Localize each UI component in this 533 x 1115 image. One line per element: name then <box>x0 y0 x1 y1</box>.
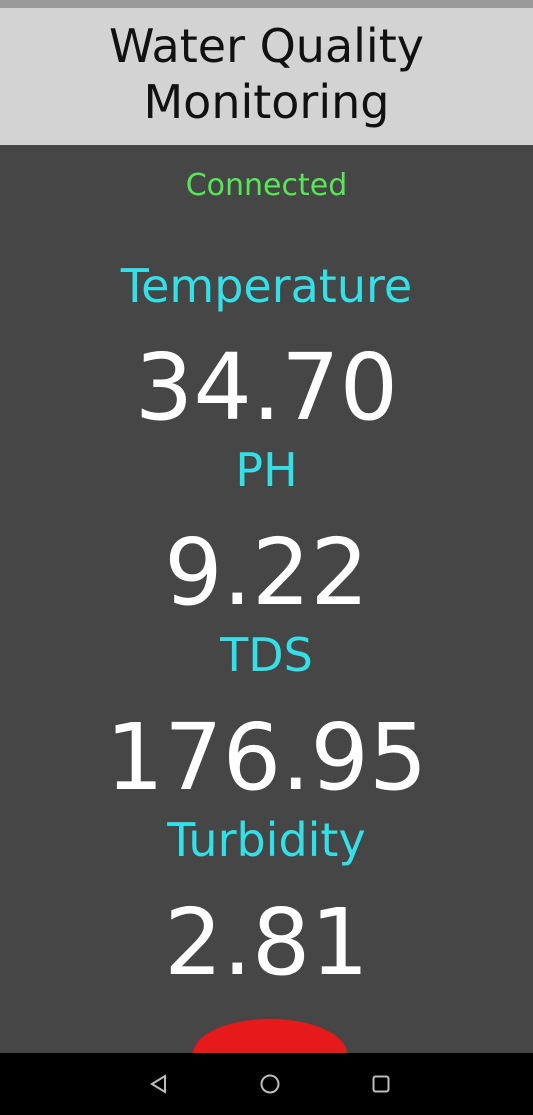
turbidity-value: 2.81 <box>164 889 369 996</box>
nav-back-button[interactable] <box>129 1053 189 1115</box>
page-title: Water Quality Monitoring <box>109 18 424 130</box>
temperature-label: Temperature <box>120 259 413 313</box>
nav-recents-button[interactable] <box>351 1053 411 1115</box>
turbidity-label: Turbidity <box>167 813 366 867</box>
temperature-value: 34.70 <box>134 334 399 441</box>
recents-square-icon <box>372 1075 390 1093</box>
system-nav-bar <box>0 1053 533 1115</box>
ph-label: PH <box>235 443 298 497</box>
title-line-1: Water Quality <box>109 18 424 73</box>
nav-home-button[interactable] <box>240 1053 300 1115</box>
title-line-2: Monitoring <box>143 74 390 129</box>
app-header: Water Quality Monitoring <box>0 8 533 145</box>
tds-label: TDS <box>220 628 313 682</box>
connection-status: Connected <box>185 168 348 203</box>
ph-value: 9.22 <box>164 519 369 626</box>
back-triangle-icon <box>150 1074 166 1094</box>
status-bar-strip <box>0 0 533 8</box>
home-circle-icon <box>260 1074 280 1094</box>
tds-value: 176.95 <box>105 704 428 811</box>
